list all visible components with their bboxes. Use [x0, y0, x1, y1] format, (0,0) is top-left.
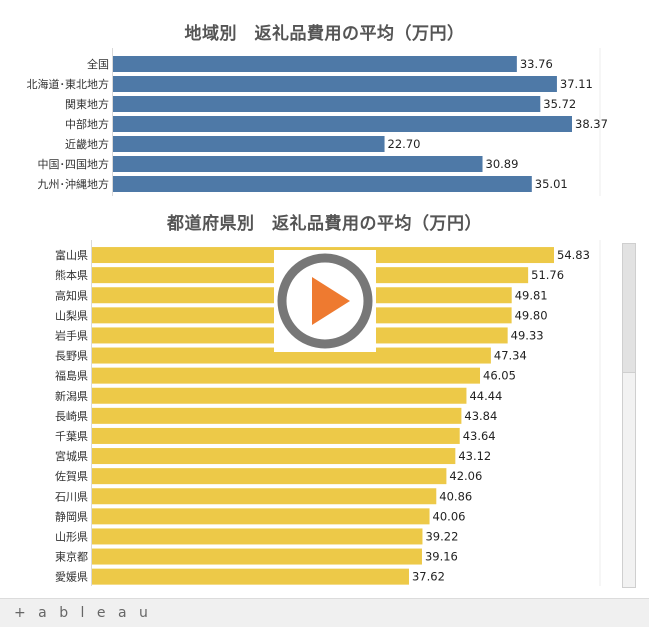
bar — [92, 488, 437, 505]
category-label: 関東地方 — [65, 97, 109, 111]
scrollbar-thumb[interactable] — [623, 244, 635, 373]
category-label: 岩手県 — [55, 328, 88, 342]
category-label: 宮城県 — [55, 449, 88, 463]
bar — [113, 56, 517, 72]
data-label: 37.11 — [560, 77, 593, 91]
tableau-logo-icon[interactable]: + a b l e a u — [14, 605, 152, 621]
bar — [92, 508, 430, 525]
bar — [92, 407, 462, 424]
prefecture-bar-chart: 富山県 54.83 熊本県 51.76 高知県 49.81 山梨県 49.80 岩手県 49.33… — [55, 240, 601, 586]
category-label: 福島県 — [55, 369, 88, 383]
play-icon — [277, 253, 373, 349]
bar — [92, 468, 447, 485]
category-label: 山梨県 — [55, 308, 88, 322]
data-label: 43.12 — [458, 449, 491, 463]
data-label: 49.80 — [515, 308, 548, 322]
category-label: 全国 — [87, 57, 109, 71]
data-label: 42.06 — [449, 469, 482, 483]
bar — [113, 136, 385, 152]
bar — [92, 367, 481, 384]
category-label: 中国･四国地方 — [38, 157, 110, 171]
bar — [113, 116, 572, 132]
category-label: 千葉県 — [55, 429, 88, 443]
play-button[interactable] — [274, 250, 376, 352]
category-label: 九州･沖縄地方 — [38, 177, 110, 191]
data-label: 40.86 — [439, 489, 472, 503]
data-label: 37.62 — [412, 570, 445, 584]
bar — [92, 427, 460, 444]
bar — [92, 387, 467, 404]
data-label: 30.89 — [486, 157, 519, 171]
category-label: 愛媛県 — [55, 570, 88, 584]
vertical-scrollbar[interactable] — [622, 243, 636, 588]
data-label: 44.44 — [469, 389, 502, 403]
footer-bar: + a b l e a u — [0, 598, 649, 627]
bar — [113, 76, 557, 92]
data-label: 54.83 — [557, 248, 590, 262]
data-label: 49.81 — [515, 288, 548, 302]
bar — [92, 528, 423, 545]
data-label: 33.76 — [520, 57, 553, 71]
data-label: 47.34 — [494, 349, 527, 363]
data-label: 22.70 — [388, 137, 421, 151]
category-label: 近畿地方 — [65, 137, 109, 151]
bar — [92, 347, 491, 364]
bar — [92, 448, 456, 465]
data-label: 39.16 — [425, 550, 458, 564]
category-label: 高知県 — [55, 288, 88, 302]
category-label: 静岡県 — [55, 509, 88, 523]
bar — [92, 568, 409, 585]
category-label: 新潟県 — [55, 389, 88, 403]
bar — [113, 176, 532, 192]
category-label: 長崎県 — [55, 409, 88, 423]
bar — [92, 548, 422, 565]
category-label: 東京都 — [55, 550, 88, 564]
data-label: 38.37 — [575, 117, 608, 131]
category-label: 富山県 — [55, 248, 88, 262]
category-label: 佐賀県 — [55, 469, 88, 483]
bar — [113, 96, 541, 112]
data-label: 43.64 — [463, 429, 496, 443]
category-label: 石川県 — [55, 490, 88, 503]
data-label: 49.33 — [511, 328, 544, 342]
data-label: 43.84 — [464, 409, 497, 423]
category-label: 長野県 — [55, 350, 88, 363]
data-label: 35.72 — [543, 97, 576, 111]
chart-title-region: 地域別 返礼品費用の平均（万円） — [184, 24, 465, 44]
data-label: 46.05 — [483, 369, 516, 383]
category-label: 熊本県 — [55, 268, 88, 282]
data-label: 51.76 — [531, 268, 564, 282]
data-label: 39.22 — [425, 529, 458, 543]
data-label: 40.06 — [433, 509, 466, 523]
bar — [113, 156, 483, 172]
category-label: 山形県 — [55, 530, 88, 543]
category-label: 北海道･東北地方 — [27, 77, 110, 91]
chart-title-prefecture: 都道府県別 返礼品費用の平均（万円） — [167, 214, 482, 234]
region-bar-chart: 全国 33.76 北海道･東北地方 37.11 関東地方 35.72 中部地方 38.37 近畿… — [27, 48, 608, 196]
data-label: 35.01 — [535, 177, 568, 191]
category-label: 中部地方 — [65, 117, 109, 131]
